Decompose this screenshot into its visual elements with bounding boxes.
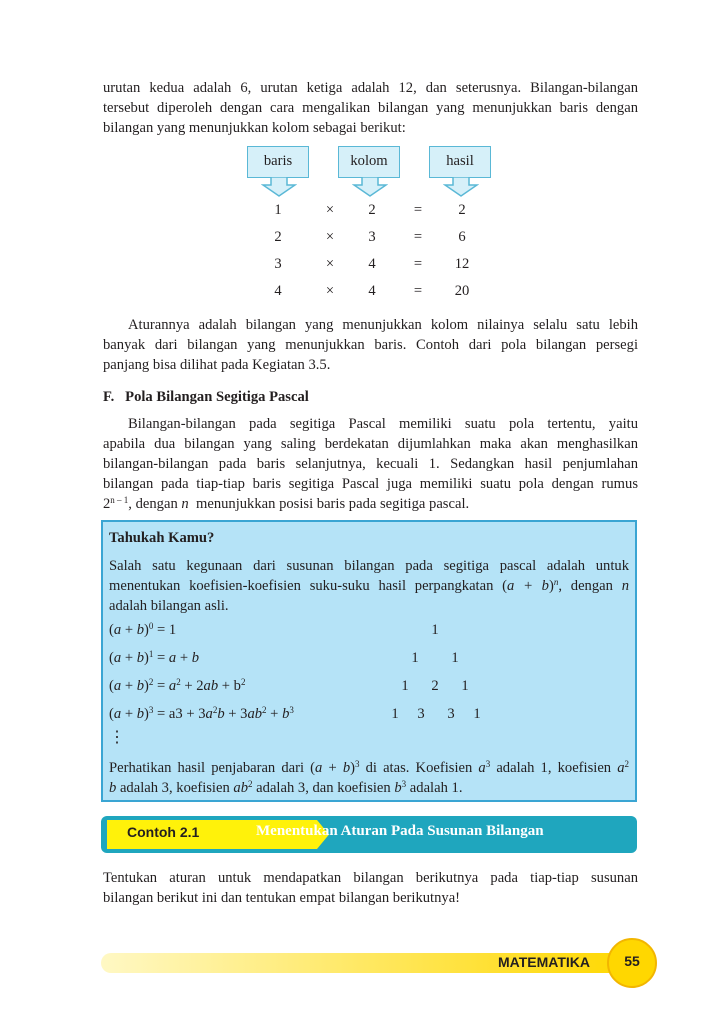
example-banner: Contoh 2.1 Menentukan Aturan Pada Susuna… — [101, 816, 637, 853]
info-box: Tahukah Kamu? Salah satu kegunaan dari s… — [101, 520, 637, 802]
rule-line: Aturannya adalah bilangan yang menunjukk… — [128, 317, 638, 333]
column-value: 2 — [368, 202, 376, 218]
section-line: Bilangan-bilangan pada segitiga Pascal m… — [128, 416, 638, 432]
header-hasil: hasil — [429, 146, 491, 178]
info-text: ) — [548, 578, 554, 594]
task-line: bilangan berikut ini dan tentukan empat … — [103, 890, 461, 906]
rule-line: banyak dari bilangan yang menunjukkan ba… — [103, 337, 638, 353]
pascal-coefficient: 1 — [431, 622, 439, 638]
result-value: 12 — [454, 256, 470, 272]
result-value: 2 — [458, 202, 466, 218]
closing-line: Perhatikan hasil penjabaran dari (a + b)… — [109, 759, 630, 777]
formula-variable: n — [181, 496, 189, 512]
info-line: menentukan koefisien-koefisien suku-suku… — [109, 576, 629, 596]
pascal-coefficient: 3 — [447, 706, 455, 722]
page-number: 55 — [624, 953, 640, 969]
equals-sign: = — [413, 256, 423, 272]
info-box-title: Tahukah Kamu? — [109, 530, 215, 546]
expansion-formula: (a + b)3 = a3 + 3a2b + 3ab2 + b3 — [109, 705, 294, 723]
expansion-formula: (a + b)0 = 1 — [109, 621, 177, 639]
task-paragraph: Tentukan aturan untuk mendapatkan bilang… — [103, 868, 638, 908]
closing-line: b adalah 3, koefisien ab2 adalah 3, dan … — [109, 779, 463, 797]
result-value: 6 — [458, 229, 466, 245]
task-line: Tentukan aturan untuk mendapatkan bilang… — [103, 870, 638, 886]
column-value: 3 — [368, 229, 376, 245]
section-heading: F. Pola Bilangan Segitiga Pascal — [103, 389, 309, 405]
row-value: 1 — [274, 202, 282, 218]
expansion-row: (a + b)0 = 1 1 — [109, 622, 629, 642]
vertical-ellipsis: ⋮ — [109, 729, 125, 746]
section-paragraph: Bilangan-bilangan pada segitiga Pascal m… — [103, 414, 638, 514]
example-label: Contoh 2.1 — [127, 824, 200, 840]
info-exponent: n — [553, 577, 559, 587]
info-box-closing: Perhatikan hasil penjabaran dari (a + b)… — [109, 758, 629, 798]
info-line: adalah bilangan asli. — [109, 598, 229, 614]
row-value: 3 — [274, 256, 282, 272]
section-line: apabila dua bilangan yang saling berdeka… — [103, 436, 638, 452]
times-sign: × — [325, 283, 335, 299]
table-row: 1 × 2 = 2 — [250, 202, 490, 222]
footer-subject: MATEMATIKA — [498, 954, 591, 970]
table-row: 3 × 4 = 12 — [250, 256, 490, 276]
table-row: 4 × 4 = 20 — [250, 283, 490, 303]
pascal-coefficient: 1 — [473, 706, 481, 722]
info-line: Salah satu kegunaan dari susunan bilanga… — [109, 558, 629, 574]
intro-line: urutan kedua adalah 6, urutan ketiga ada… — [103, 80, 638, 96]
table-row: 2 × 3 = 6 — [250, 229, 490, 249]
footer-bar — [101, 953, 631, 973]
rule-paragraph: Aturannya adalah bilangan yang menunjukk… — [103, 315, 638, 375]
column-value: 4 — [368, 283, 376, 299]
example-title: Menentukan Aturan Pada Susunan Bilangan — [256, 823, 544, 839]
equals-sign: = — [413, 229, 423, 245]
expansion-row: (a + b)3 = a3 + 3a2b + 3ab2 + b3 1 3 3 1 — [109, 706, 629, 726]
pascal-coefficient: 1 — [391, 706, 399, 722]
info-text: , dengan — [558, 578, 622, 594]
pascal-coefficient: 3 — [417, 706, 425, 722]
expansion-row: (a + b)1 = a + b 1 1 — [109, 650, 629, 670]
column-value: 4 — [368, 256, 376, 272]
formula-base: 2 — [103, 496, 111, 512]
info-text: menentukan koefisien-koefisien suku-suku… — [109, 578, 508, 594]
formula-tail: , dengan — [128, 496, 182, 512]
down-arrow-icon — [352, 177, 388, 197]
formula-tail: menunjukkan posisi baris pada segitiga p… — [188, 496, 470, 512]
header-kolom: kolom — [338, 146, 400, 178]
header-baris: baris — [247, 146, 309, 178]
expansion-formula: (a + b)1 = a + b — [109, 649, 200, 667]
section-line: bilangan-bilangan pada baris selanjutnya… — [103, 456, 638, 472]
down-arrow-icon — [443, 177, 479, 197]
page-number-badge — [607, 938, 657, 988]
times-sign: × — [325, 256, 335, 272]
equals-sign: = — [413, 283, 423, 299]
example-label-tag: Contoh 2.1 — [107, 820, 329, 849]
expansion-row: (a + b)2 = a2 + 2ab + b2 1 2 1 — [109, 678, 629, 698]
result-value: 20 — [454, 283, 470, 299]
pascal-coefficient: 1 — [411, 650, 419, 666]
intro-paragraph: urutan kedua adalah 6, urutan ketiga ada… — [103, 78, 638, 138]
down-arrow-icon — [261, 177, 297, 197]
equals-sign: = — [413, 202, 423, 218]
formula-exponent: n – 1 — [110, 495, 129, 505]
info-variable: a + b — [507, 578, 549, 594]
pascal-coefficient: 1 — [461, 678, 469, 694]
info-box-intro: Salah satu kegunaan dari susunan bilanga… — [109, 556, 629, 616]
pascal-coefficient: 1 — [451, 650, 459, 666]
expansion-formula: (a + b)2 = a2 + 2ab + b2 — [109, 677, 246, 695]
intro-line: tersebut diperoleh dengan cara mengalika… — [103, 100, 638, 116]
times-sign: × — [325, 229, 335, 245]
intro-line: bilangan yang menunjukkan kolom sebagai … — [103, 120, 406, 136]
info-variable: n — [621, 578, 629, 594]
section-line: bilangan pada tiap-tiap baris segitiga P… — [103, 476, 638, 492]
pascal-coefficient: 2 — [431, 678, 439, 694]
formula-line: 2n – 1, dengan n menunjukkan posisi bari… — [103, 494, 638, 514]
pascal-coefficient: 1 — [401, 678, 409, 694]
row-value: 4 — [274, 283, 282, 299]
times-sign: × — [325, 202, 335, 218]
rule-line: panjang bisa dilihat pada Kegiatan 3.5. — [103, 357, 331, 373]
row-value: 2 — [274, 229, 282, 245]
